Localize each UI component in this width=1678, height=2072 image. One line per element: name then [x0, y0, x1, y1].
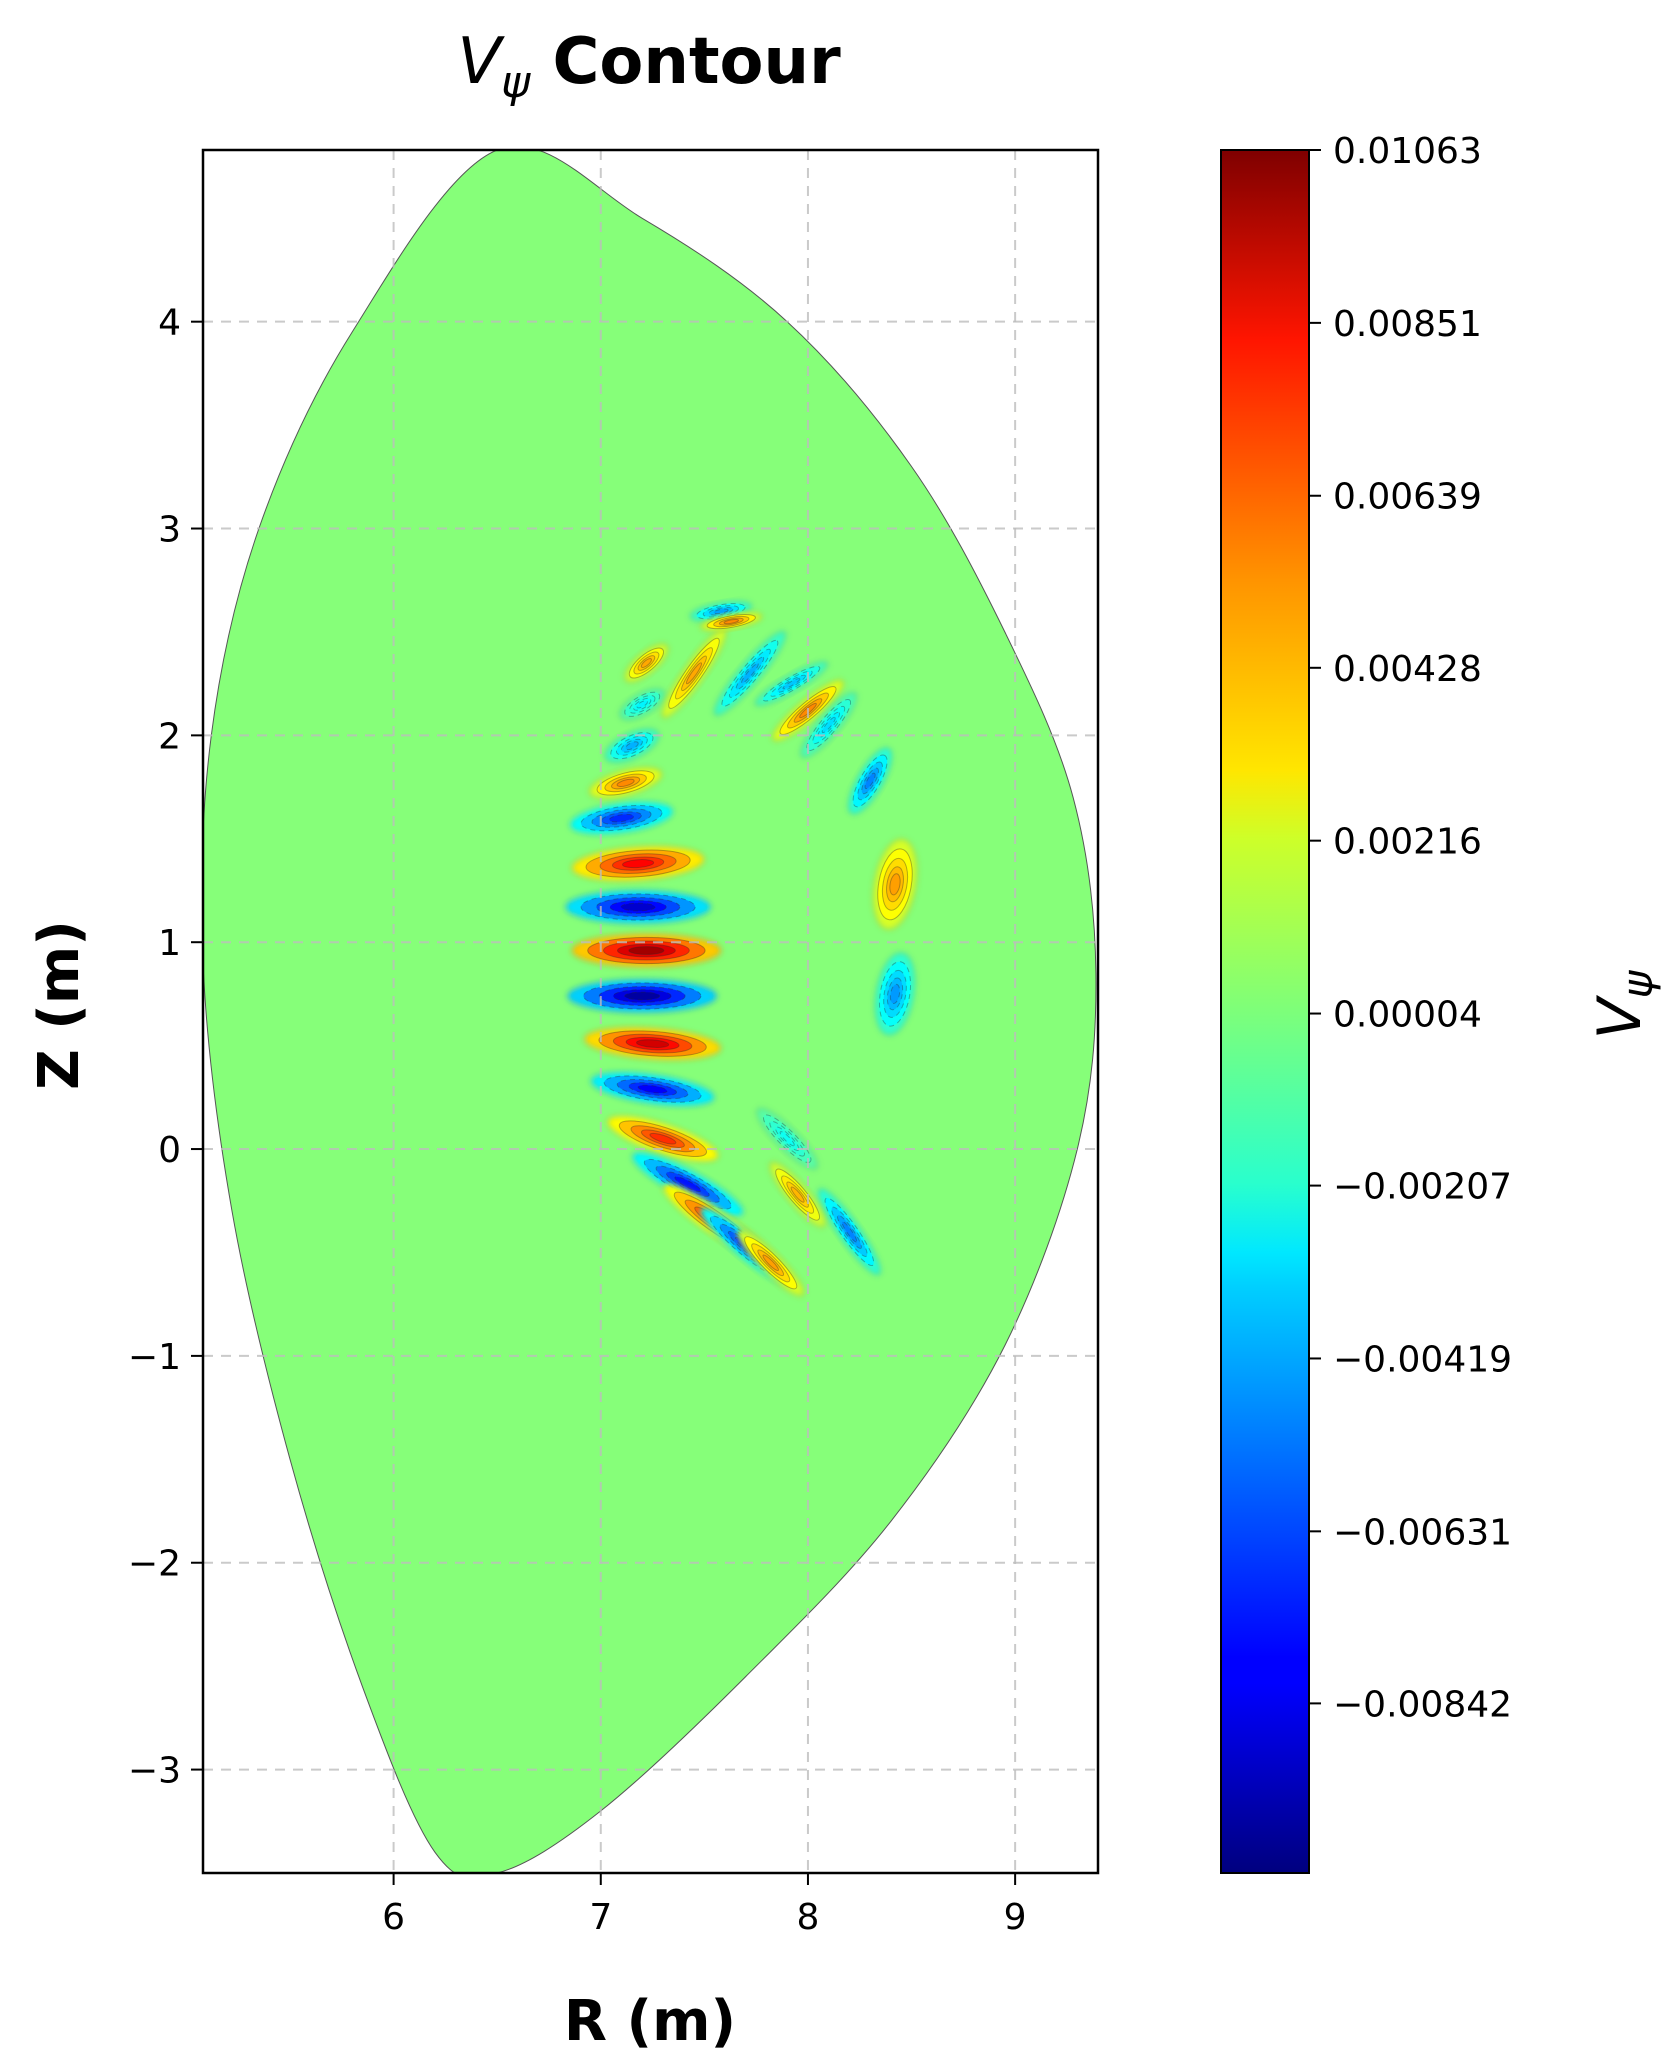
colorbar-tick-label: −0.00842 [1333, 1684, 1512, 1725]
contour-lobe [632, 1152, 744, 1217]
y-tick-label: −3 [128, 1751, 181, 1792]
colorbar-gradient [1220, 149, 1310, 1874]
contour-lobe [567, 978, 718, 1014]
contour-lobe [571, 845, 705, 882]
contour-lobe [624, 643, 669, 683]
y-tick-label: −1 [128, 1337, 181, 1378]
colorbar-tick-label: 0.00639 [1333, 477, 1482, 518]
colorbar-tick-label: −0.00207 [1333, 1167, 1512, 1208]
title-subscript: ψ [501, 57, 531, 108]
y-axis-ticks: −3 −2 −1 0 1 2 3 4 [128, 303, 203, 1792]
colorbar-tick-label: 0.00216 [1333, 822, 1482, 863]
y-tick-label: 3 [158, 510, 181, 551]
y-tick-label: 2 [158, 716, 181, 757]
contour-lobe [848, 747, 893, 815]
contour-lobe [565, 889, 712, 925]
x-axis-label: R (m) [564, 1989, 736, 2054]
colorbar-tick-label: 0.01063 [1333, 131, 1482, 172]
contour-lobe [874, 952, 916, 1036]
x-tick-label: 6 [382, 1897, 405, 1938]
colorbar-tick-label: 0.00851 [1333, 304, 1482, 345]
contour-field [203, 150, 1098, 1873]
y-tick-label: −2 [128, 1544, 181, 1585]
contour-lobe [619, 688, 665, 721]
title-variable: V [457, 25, 505, 99]
contour-lobe [817, 1188, 881, 1276]
colorbar-tick-label: −0.00631 [1333, 1512, 1512, 1553]
grid-overlay [203, 150, 1098, 1873]
contour-lobe [756, 1108, 818, 1170]
chart-title: Vψ Contour [457, 25, 841, 108]
x-tick-label: 9 [1004, 1897, 1027, 1938]
plot-frame [201, 148, 1100, 1875]
contour-lobe [737, 1229, 805, 1297]
contour-lobe [571, 933, 722, 968]
svg-text:Vψ Contour: Vψ Contour [457, 25, 841, 108]
contour-lobe [689, 601, 753, 622]
y-axis-label: Z (m) [27, 920, 92, 1090]
colorbar-label: Vψ [1585, 969, 1662, 1039]
y-tick-label: 0 [158, 1130, 181, 1171]
contour-lobe [583, 1026, 722, 1061]
colorbar-tick-label: −0.00419 [1333, 1339, 1512, 1380]
y-tick-label: 4 [158, 303, 181, 344]
contour-lobe [769, 1161, 826, 1228]
colorbar-label-subscript: ψ [1613, 969, 1662, 998]
colorbar: 0.01063 0.00851 0.00639 0.00428 0.00216 0.000… [1220, 131, 1662, 1874]
colorbar-tick-label: 0.00004 [1333, 995, 1482, 1036]
colorbar-ticks: 0.01063 0.00851 0.00639 0.00428 0.00216 0.000… [1309, 131, 1512, 1725]
x-tick-label: 7 [589, 1897, 612, 1938]
contour-lobe [713, 630, 786, 716]
contour-lobe [604, 728, 660, 763]
x-tick-label: 8 [797, 1897, 820, 1938]
contour-lobe [754, 661, 828, 707]
colorbar-tick-label: 0.00428 [1333, 649, 1482, 690]
y-tick-label: 1 [158, 923, 181, 964]
contour-lobe [590, 1071, 715, 1107]
contour-lobe [588, 767, 663, 799]
x-axis-ticks: 6 7 8 9 [382, 1873, 1027, 1938]
contour-lobes [565, 601, 918, 1297]
contour-lobe [872, 838, 918, 930]
title-text: Contour [530, 25, 841, 99]
contour-lobe [661, 628, 727, 719]
colorbar-label-variable: V [1585, 994, 1655, 1039]
contour-lobe [800, 692, 857, 758]
contour-lobe [569, 801, 674, 835]
contour-lobe [700, 612, 763, 632]
